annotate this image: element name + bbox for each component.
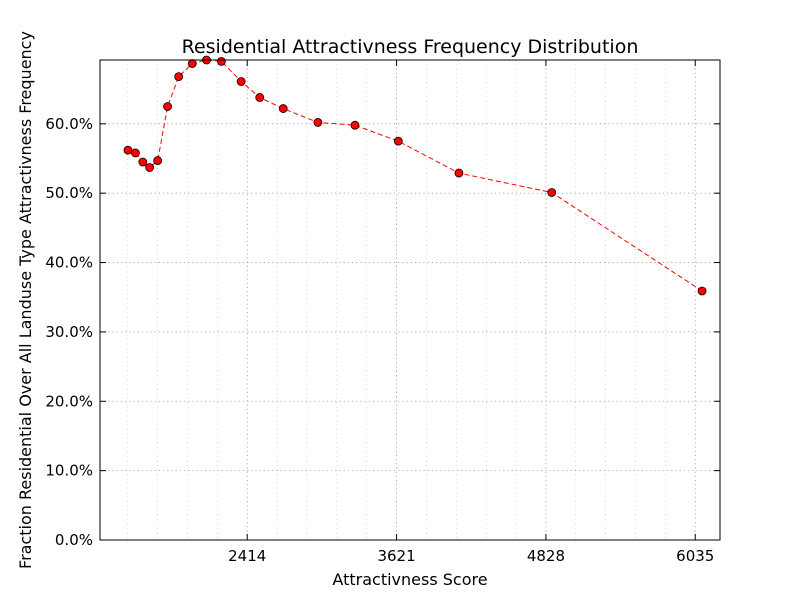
data-point bbox=[145, 163, 155, 172]
x-tick-label: 4828 bbox=[527, 547, 565, 565]
series-line bbox=[127, 59, 703, 292]
data-point bbox=[130, 148, 140, 158]
data-point bbox=[174, 72, 184, 82]
axis-ticks: 2414 3621 4828 6035 0.0% 10.0% 20.0% 30.0% 40.0%… bbox=[45, 60, 720, 565]
data-point bbox=[153, 156, 163, 165]
x-tick-label: 3621 bbox=[377, 547, 415, 565]
plot-area bbox=[99, 59, 721, 541]
data-point bbox=[123, 145, 133, 155]
data-point bbox=[350, 120, 360, 130]
grid bbox=[100, 60, 720, 540]
x-tick-label: 2414 bbox=[228, 547, 266, 565]
data-point bbox=[278, 104, 288, 113]
data-point bbox=[313, 118, 323, 127]
y-tick-label: 50.0% bbox=[45, 184, 93, 202]
x-axis-label: Attractivness Score bbox=[332, 570, 487, 589]
y-tick-label: 10.0% bbox=[45, 462, 93, 480]
data-point bbox=[163, 102, 172, 111]
y-tick-label: 30.0% bbox=[45, 323, 93, 341]
y-axis-label: Fraction Residential Over All Landuse Ty… bbox=[16, 31, 35, 569]
data-point bbox=[187, 59, 197, 68]
x-tick-label: 6035 bbox=[676, 547, 714, 565]
chart-title: Residential Attractivness Frequency Dist… bbox=[182, 36, 639, 58]
data-point bbox=[454, 168, 464, 178]
y-tick-label: 0.0% bbox=[55, 531, 93, 549]
data-point bbox=[697, 286, 707, 296]
y-tick-label: 40.0% bbox=[45, 254, 93, 272]
data-point bbox=[393, 136, 403, 146]
data-point bbox=[138, 157, 148, 167]
data-point bbox=[216, 56, 226, 66]
y-tick-label: 20.0% bbox=[45, 392, 93, 410]
data-point bbox=[255, 93, 265, 102]
series bbox=[123, 55, 707, 296]
data-point bbox=[547, 188, 557, 197]
data-point bbox=[236, 77, 246, 86]
y-tick-label: 60.0% bbox=[45, 115, 93, 133]
